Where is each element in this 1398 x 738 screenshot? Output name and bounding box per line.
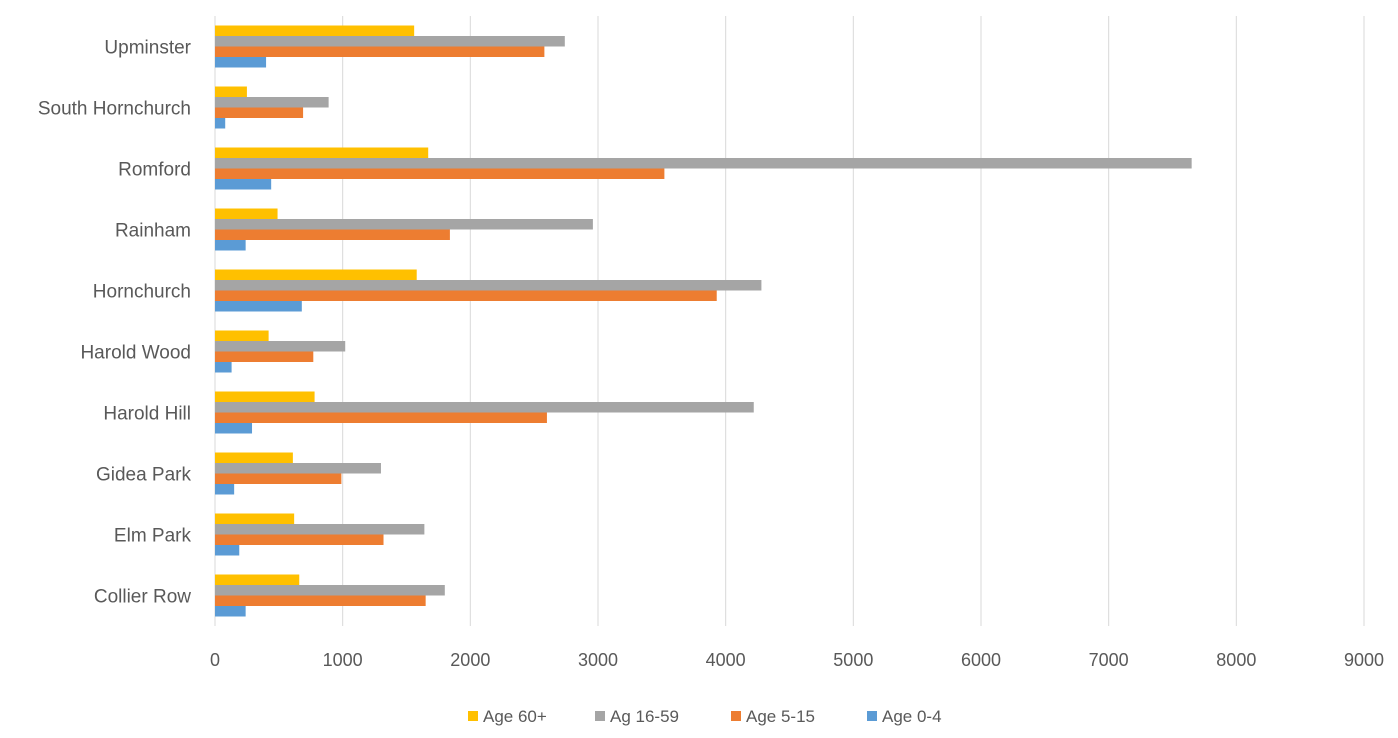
bar-south-hornchurch-age-5-15 [215, 107, 304, 118]
category-label: Harold Wood [80, 343, 191, 364]
legend-swatch-ag-16-59 [595, 711, 605, 721]
x-tick-label: 6000 [961, 650, 1001, 670]
bar-romford-age-0-4 [215, 179, 272, 190]
bar-collier-row-age-60 [215, 574, 300, 585]
category-label: Romford [118, 160, 191, 181]
x-tick-label: 1000 [323, 650, 363, 670]
legend: Age 60+ Ag 16-59 Age 5-15 Age 0-4 [468, 707, 942, 726]
bar-gidea-park-age-60 [215, 452, 293, 463]
bar-rainham-ag-16-59 [215, 219, 593, 230]
legend-label: Age 0-4 [882, 707, 942, 726]
x-tick-label: 2000 [450, 650, 490, 670]
bar-collier-row-ag-16-59 [215, 585, 445, 596]
bar-harold-wood-age-5-15 [215, 351, 314, 362]
bar-elm-park-age-5-15 [215, 534, 384, 545]
bar-south-hornchurch-age-0-4 [215, 118, 226, 129]
bar-harold-hill-age-0-4 [215, 423, 253, 434]
x-tick-label: 4000 [706, 650, 746, 670]
category-label: South Hornchurch [38, 99, 191, 120]
axis-labels: 0 1000 2000 3000 4000 5000 6000 7000 8000 9000 Col… [38, 38, 1384, 671]
bar-elm-park-ag-16-59 [215, 524, 425, 535]
bar-elm-park-age-60 [215, 513, 295, 524]
bar-gidea-park-ag-16-59 [215, 463, 381, 474]
bar-romford-ag-16-59 [215, 158, 1192, 169]
bar-romford-age-60 [215, 147, 429, 158]
bars [215, 25, 1192, 617]
bar-harold-wood-age-0-4 [215, 362, 232, 373]
x-tick-label: 7000 [1089, 650, 1129, 670]
x-tick-label: 3000 [578, 650, 618, 670]
bar-upminster-age-0-4 [215, 57, 267, 68]
bar-rainham-age-5-15 [215, 229, 450, 240]
legend-swatch-age-5-15 [731, 711, 741, 721]
bar-hornchurch-ag-16-59 [215, 280, 762, 291]
category-label: Harold Hill [103, 404, 191, 425]
x-tick-label: 8000 [1216, 650, 1256, 670]
bar-harold-hill-ag-16-59 [215, 402, 754, 413]
bar-hornchurch-age-5-15 [215, 290, 717, 301]
category-label: Hornchurch [93, 282, 191, 303]
gridlines [214, 16, 1365, 626]
x-tick-label: 0 [210, 650, 220, 670]
bar-upminster-age-5-15 [215, 46, 545, 57]
bar-south-hornchurch-age-60 [215, 86, 247, 97]
bar-collier-row-age-0-4 [215, 606, 246, 617]
category-label: Rainham [115, 221, 191, 242]
legend-label: Age 60+ [483, 707, 547, 726]
legend-swatch-age-60 [468, 711, 478, 721]
bar-gidea-park-age-5-15 [215, 473, 342, 484]
bar-gidea-park-age-0-4 [215, 484, 235, 495]
category-label: Gidea Park [96, 465, 192, 486]
bar-hornchurch-age-60 [215, 269, 417, 280]
bar-romford-age-5-15 [215, 168, 665, 179]
legend-label: Ag 16-59 [610, 707, 679, 726]
bar-upminster-age-60 [215, 25, 415, 36]
category-label: Upminster [104, 38, 191, 59]
bar-harold-hill-age-60 [215, 391, 315, 402]
x-tick-label: 5000 [833, 650, 873, 670]
bar-elm-park-age-0-4 [215, 545, 240, 556]
bar-hornchurch-age-0-4 [215, 301, 302, 312]
bar-upminster-ag-16-59 [215, 36, 565, 47]
category-label: Collier Row [94, 587, 191, 608]
bar-rainham-age-60 [215, 208, 278, 219]
bar-harold-wood-ag-16-59 [215, 341, 346, 352]
legend-label: Age 5-15 [746, 707, 815, 726]
bar-harold-hill-age-5-15 [215, 412, 547, 423]
bar-south-hornchurch-ag-16-59 [215, 97, 329, 108]
x-tick-label: 9000 [1344, 650, 1384, 670]
legend-swatch-age-0-4 [867, 711, 877, 721]
category-label: Elm Park [114, 526, 192, 547]
bar-harold-wood-age-60 [215, 330, 269, 341]
bar-rainham-age-0-4 [215, 240, 246, 251]
bar-collier-row-age-5-15 [215, 595, 426, 606]
